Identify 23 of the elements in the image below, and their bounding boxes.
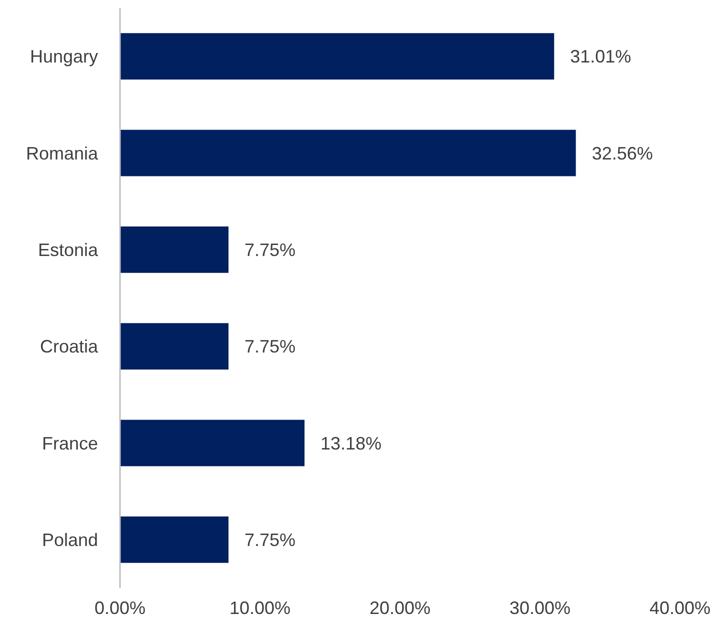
x-tick-label: 30.00% (509, 598, 571, 618)
bar (120, 420, 305, 466)
data-label: 31.01% (570, 46, 632, 67)
data-label: 32.56% (592, 143, 653, 164)
data-label: 7.75% (244, 530, 296, 550)
bar (120, 130, 576, 176)
bar (120, 323, 228, 370)
x-tick-label: 10.00% (229, 598, 291, 618)
bar (120, 226, 228, 273)
data-label: 13.18% (320, 433, 382, 454)
data-label: 7.75% (244, 336, 296, 357)
y-tick-label: Estonia (38, 240, 99, 260)
data-label: 7.75% (244, 240, 296, 260)
bar (120, 33, 554, 80)
bar (120, 516, 228, 563)
x-tick-label: 20.00% (369, 598, 431, 618)
y-tick-label: Croatia (40, 336, 99, 357)
y-tick-label: Romania (26, 143, 99, 164)
y-tick-label: France (42, 433, 98, 454)
y-tick-label: Poland (42, 530, 98, 550)
x-tick-label: 0.00% (94, 598, 146, 618)
y-tick-label: Hungary (30, 46, 98, 67)
x-tick-label: 40.00% (649, 598, 711, 618)
